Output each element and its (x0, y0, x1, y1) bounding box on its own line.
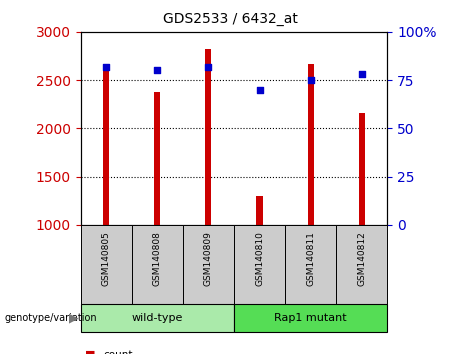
Bar (234, 225, 285, 304)
Text: GDS2533 / 6432_at: GDS2533 / 6432_at (163, 12, 298, 27)
Point (307, 77, 314, 83)
Text: Rap1 mutant: Rap1 mutant (274, 313, 347, 323)
Point (358, 72, 366, 77)
Bar (359, 113, 365, 225)
Bar (307, 64, 313, 225)
Bar (285, 225, 336, 304)
Point (256, 87, 263, 93)
Text: GSM140808: GSM140808 (153, 231, 162, 286)
Point (205, 64, 212, 69)
Bar (81, 225, 132, 304)
Text: GSM140809: GSM140809 (204, 231, 213, 286)
Bar (154, 92, 160, 225)
Bar (336, 225, 387, 304)
Bar (81, 304, 234, 332)
Bar (103, 64, 109, 225)
Point (154, 68, 161, 73)
Text: count: count (104, 350, 133, 354)
Text: genotype/variation: genotype/variation (5, 313, 97, 323)
Bar (132, 225, 183, 304)
Bar (183, 225, 234, 304)
Bar (256, 196, 263, 225)
Bar (234, 304, 387, 332)
Text: GSM140805: GSM140805 (102, 231, 111, 286)
Text: ▶: ▶ (69, 312, 78, 325)
Point (102, 64, 110, 69)
Text: GSM140810: GSM140810 (255, 231, 264, 286)
Bar (205, 49, 212, 225)
Text: ■: ■ (85, 350, 96, 354)
Text: wild-type: wild-type (132, 313, 183, 323)
Text: GSM140812: GSM140812 (357, 231, 366, 286)
Text: GSM140811: GSM140811 (306, 231, 315, 286)
